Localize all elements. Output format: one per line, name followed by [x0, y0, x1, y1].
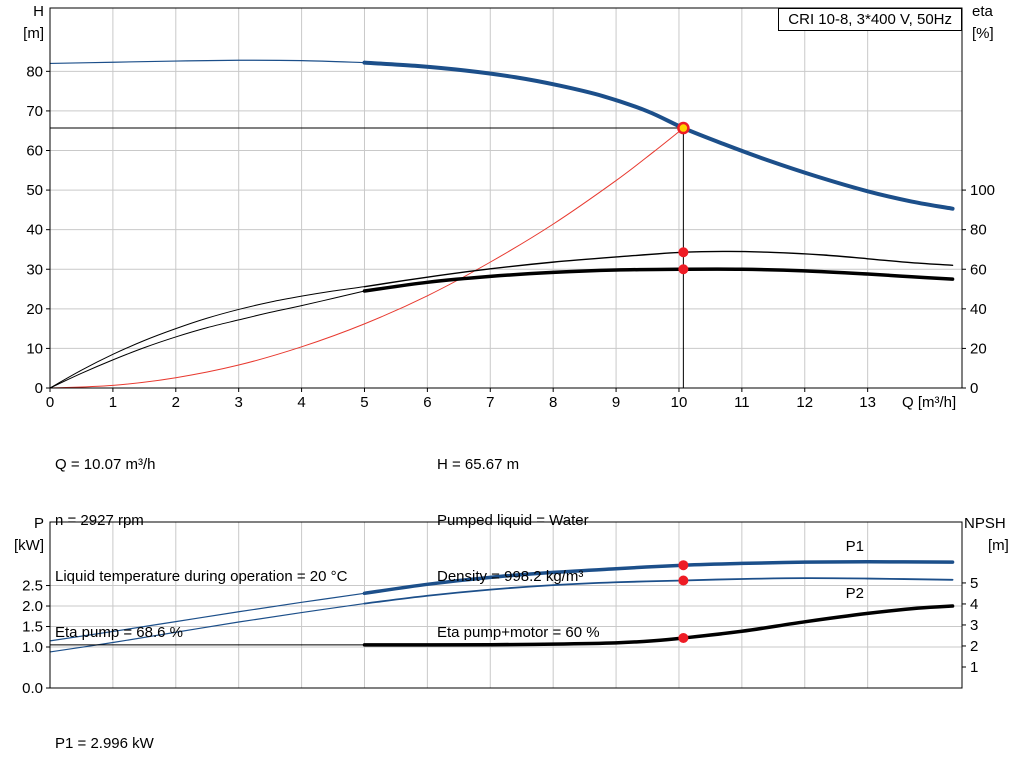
- npsh-marker: [678, 632, 689, 643]
- duty-info-left: Q = 10.07 m³/h n = 2927 rpm Liquid tempe…: [55, 420, 347, 678]
- x-tick-label: 0: [46, 394, 54, 411]
- y-left-tick-label: 1.5: [22, 619, 43, 636]
- y-right-tick-label: 80: [970, 222, 987, 239]
- y-left-tick-label: 40: [26, 222, 43, 239]
- axis-label-eta-unit: [%]: [972, 25, 994, 42]
- curve-h: [362, 60, 955, 211]
- info-line-eta-pump: Eta pump = 68.6 %: [55, 624, 183, 641]
- y-left-tick-label: 60: [26, 143, 43, 160]
- curve-p2-thin: [49, 602, 366, 653]
- pump-title-box: CRI 10-8, 3*400 V, 50Hz: [778, 8, 962, 31]
- y-left-tick-label: 2.5: [22, 578, 43, 595]
- eta-pump-marker: [678, 247, 689, 258]
- x-tick-label: 11: [734, 394, 750, 411]
- y-right-tick-label: 2: [970, 638, 978, 655]
- plot-background: [50, 522, 962, 688]
- x-tick-label: 8: [549, 394, 557, 411]
- duty-info-right: H = 65.67 m Pumped liquid = Water Densit…: [437, 420, 600, 678]
- x-tick-label: 3: [235, 394, 243, 411]
- info-line-eta-pump-motor: Eta pump+motor = 60 %: [437, 624, 600, 641]
- info-line-temperature: Liquid temperature during operation = 20…: [55, 568, 348, 585]
- y-left-tick-label: 10: [26, 340, 43, 357]
- y-left-tick-label: 0: [35, 380, 43, 397]
- power-results: P1 = 2.996 kW P2 = 2.623 kW NPSH = 2.38 …: [55, 699, 160, 781]
- info-line-h: H = 65.67 m: [437, 456, 520, 473]
- info-line-speed: n = 2927 rpm: [55, 512, 144, 529]
- y-right-tick-label: 3: [970, 617, 978, 634]
- p1-marker: [678, 560, 689, 571]
- x-tick-label: 13: [859, 394, 876, 411]
- curve-eta-pump: [363, 250, 954, 288]
- info-line-density: Density = 998.2 kg/m³: [437, 568, 584, 585]
- eta-pump-motor-marker: [678, 264, 689, 275]
- x-tick-label: 4: [297, 394, 305, 411]
- curve-p1: [362, 560, 955, 596]
- result-line-p1: P1 = 2.996 kW: [55, 735, 154, 752]
- x-tick-label: 9: [612, 394, 620, 411]
- x-tick-label: 5: [360, 394, 368, 411]
- curve-h-thin: [49, 59, 366, 65]
- y-left-tick-label: 0.0: [22, 680, 43, 697]
- y-left-tick-label: 50: [26, 182, 43, 199]
- y-left-tick-label: 2.0: [22, 598, 43, 615]
- x-tick-label: 12: [796, 394, 813, 411]
- axis-label-npsh-unit: [m]: [988, 537, 1009, 554]
- y-right-tick-label: 4: [970, 596, 978, 613]
- y-right-tick-label: 100: [970, 182, 995, 199]
- y-right-tick-label: 20: [970, 340, 987, 357]
- x-tick-label: 1: [109, 394, 117, 411]
- y-left-tick-label: 70: [26, 103, 43, 120]
- y-left-tick-label: 30: [26, 261, 43, 278]
- curve-p1-thin: [49, 592, 366, 642]
- chart-power-npsh: P1 P2 0.0 1.0 1.5 2.0 2.5 1 2 3 4 5: [22, 521, 978, 697]
- p2-marker: [678, 575, 689, 586]
- axis-label-p: P: [33, 515, 44, 532]
- y-right-tick-label: 1: [970, 659, 978, 676]
- axis-label-p-unit: [kW]: [14, 537, 44, 554]
- y-left-tick-label: 80: [26, 63, 43, 80]
- curve-npsh: [362, 604, 955, 647]
- chart-hq: 0 1 2 3 4 5 6 7 8 9 10 11 12 130102030405060708002040…: [26, 7, 995, 411]
- x-tick-label: 10: [671, 394, 688, 411]
- curve-eta-pump-thin: [49, 286, 365, 389]
- info-line-liquid: Pumped liquid = Water: [437, 512, 589, 529]
- duty-point-marker: [677, 121, 690, 135]
- x-tick-label: 2: [172, 394, 180, 411]
- axis-label-q: Q [m³/h]: [902, 394, 957, 411]
- info-line-q: Q = 10.07 m³/h: [55, 456, 156, 473]
- x-tick-label: 7: [486, 394, 494, 411]
- curve-eta-pump-motor-thin: [49, 290, 365, 389]
- plot-frame: [49, 521, 963, 689]
- plot-frame: [49, 7, 963, 389]
- axis-label-npsh: NPSH: [964, 515, 1006, 532]
- y-left-tick-label: 1.0: [22, 639, 43, 656]
- x-tick-label: 6: [423, 394, 431, 411]
- curve-system-curve: [49, 127, 684, 389]
- axis-label-h: H: [33, 3, 44, 20]
- y-left-tick-label: 20: [26, 301, 43, 318]
- y-right-tick-label: 60: [970, 261, 987, 278]
- y-right-tick-label: 0: [970, 380, 978, 397]
- axis-label-eta: eta: [972, 3, 993, 20]
- curve-label-p2: P2: [846, 585, 864, 602]
- y-right-tick-label: 40: [970, 301, 987, 318]
- curve-label-p1: P1: [846, 538, 864, 555]
- y-right-tick-label: 5: [970, 575, 978, 592]
- curve-p2: [363, 577, 954, 605]
- axis-label-h-unit: [m]: [23, 25, 44, 42]
- plot-background: [50, 8, 962, 388]
